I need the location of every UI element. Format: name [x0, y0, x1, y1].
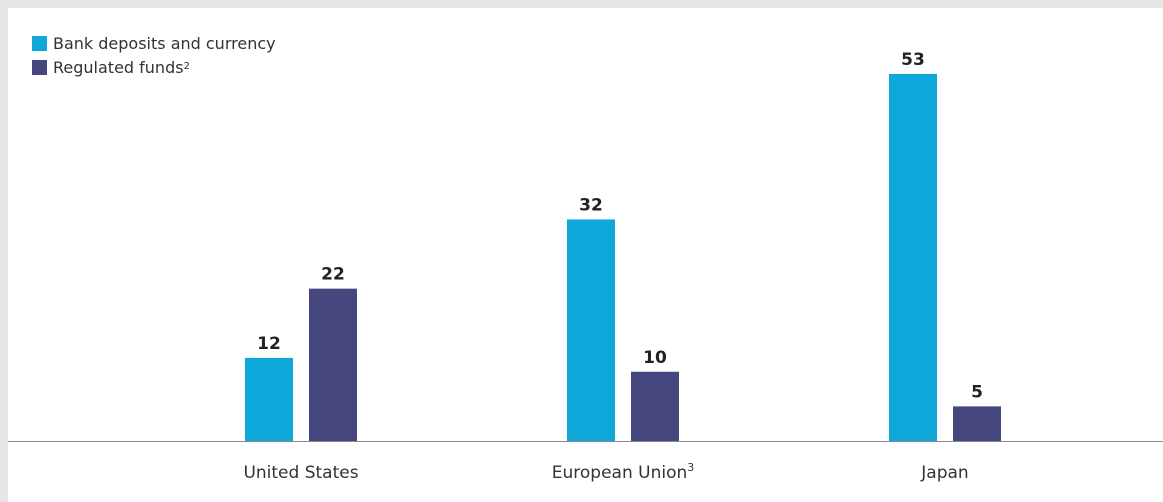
- bar-european-union-bank-deposits-and-currency: [567, 219, 615, 441]
- legend: Bank deposits and currency Regulated fun…: [32, 31, 276, 79]
- legend-swatch-regulated-funds: [32, 59, 47, 75]
- bar-united-states-regulated-funds: [309, 288, 357, 441]
- category-label-japan: Japan: [920, 463, 968, 483]
- bar-value-japan-bank-deposits-and-currency: 53: [901, 50, 925, 70]
- legend-item-bank-deposits: Bank deposits and currency: [32, 31, 276, 55]
- bar-value-european-union-regulated-funds: 10: [643, 348, 667, 368]
- bar-japan-regulated-funds: [953, 406, 1001, 441]
- category-label-european-union: European Union3: [552, 461, 695, 483]
- bar-value-united-states-regulated-funds: 22: [321, 265, 345, 285]
- bar-european-union-regulated-funds: [631, 371, 679, 441]
- category-label-united-states: United States: [243, 463, 358, 483]
- chart-panel: Bank deposits and currency Regulated fun…: [8, 8, 1163, 502]
- bar-united-states-bank-deposits-and-currency: [245, 357, 293, 441]
- bar-value-european-union-bank-deposits-and-currency: 32: [579, 195, 603, 215]
- bar-japan-bank-deposits-and-currency: [889, 74, 937, 441]
- legend-swatch-bank-deposits: [32, 35, 47, 51]
- legend-label-bank-deposits: Bank deposits and currency: [53, 33, 276, 53]
- bar-value-japan-regulated-funds: 5: [971, 382, 983, 402]
- bar-value-united-states-bank-deposits-and-currency: 12: [257, 334, 281, 354]
- legend-item-regulated-funds: Regulated funds 2: [32, 55, 276, 79]
- legend-label-regulated-funds: Regulated funds: [53, 57, 184, 77]
- bar-chart: 12 22 United States 32 10 European Union3 53 5 J…: [8, 50, 1163, 483]
